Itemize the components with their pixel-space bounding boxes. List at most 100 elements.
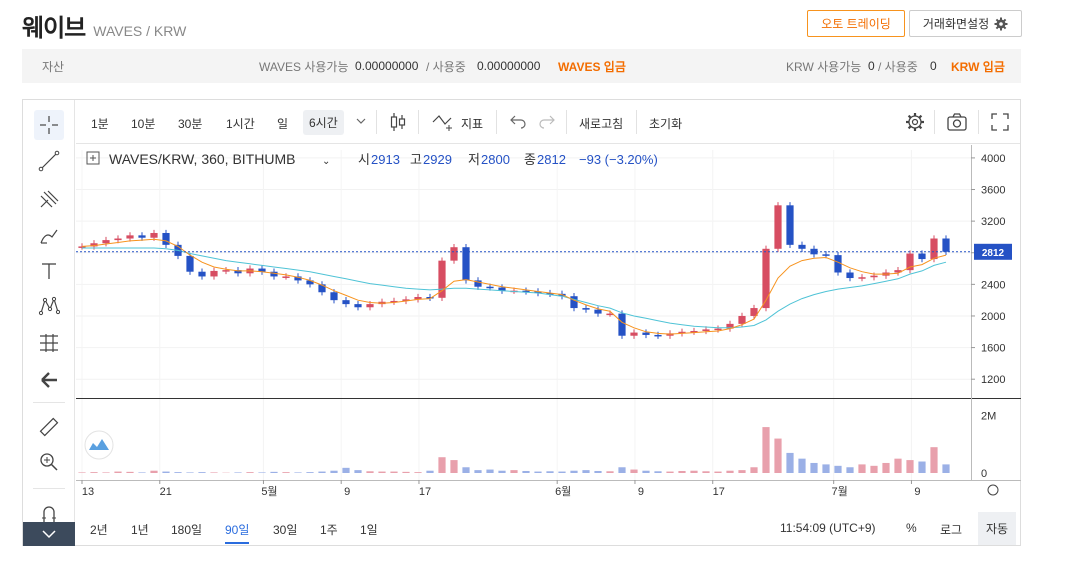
chevron-down-icon[interactable]	[356, 116, 366, 126]
zoom-tool[interactable]	[34, 447, 64, 477]
indicator-icon[interactable]	[431, 112, 457, 132]
sun-settings-icon[interactable]	[987, 484, 999, 496]
reset-button[interactable]: 초기화	[649, 117, 683, 131]
page-title: 웨이브	[22, 15, 86, 42]
price-axis[interactable]: 40003600320028002400200016001200	[971, 153, 1005, 386]
legend-high: 2929	[423, 152, 452, 167]
y-tick-label: 4000	[981, 153, 1005, 165]
range-2y[interactable]: 2년	[90, 523, 108, 537]
x-tick-label: 9	[344, 486, 350, 498]
range-1d[interactable]: 1일	[360, 523, 378, 537]
legend: WAVES/KRW, 360, BITHUMB ⌄ 시 2913 고 2929 …	[86, 151, 658, 167]
volume-bar	[462, 467, 470, 473]
trend-line-tool[interactable]	[34, 146, 64, 176]
magnet-tool[interactable]	[34, 498, 64, 528]
svg-text:2812: 2812	[982, 248, 1005, 259]
volume-bar	[594, 470, 602, 473]
volume-bar	[402, 471, 410, 473]
range-90d[interactable]: 90일	[225, 521, 250, 544]
asset-label: 자산	[42, 59, 65, 74]
settings-gear-icon[interactable]	[904, 111, 926, 133]
volume-bar	[330, 470, 338, 473]
fib-tool[interactable]	[34, 184, 64, 214]
candle-body	[114, 238, 122, 241]
range-180d[interactable]: 180일	[171, 523, 203, 537]
brush-tool[interactable]	[34, 221, 64, 251]
screen-settings-button[interactable]: 거래화면설정	[909, 10, 1022, 37]
candle-body	[822, 254, 830, 256]
volume-bar	[450, 460, 458, 473]
candle-body	[942, 238, 950, 252]
candle-body	[930, 238, 938, 260]
waves-deposit-link[interactable]: WAVES 입금	[558, 59, 626, 74]
volume-bar	[426, 470, 434, 473]
indicator-button[interactable]: 지표	[461, 117, 484, 131]
chevron-down-icon[interactable]: ⌄	[322, 156, 330, 167]
interval-1m[interactable]: 1분	[91, 117, 109, 131]
prediction-tool[interactable]	[34, 328, 64, 358]
volume-bar	[294, 472, 302, 473]
gear-icon	[994, 17, 1008, 30]
percent-toggle[interactable]: %	[906, 521, 917, 535]
volume-tick-label: 0	[981, 468, 987, 480]
auto-scale-toggle[interactable]: 자동	[978, 512, 1017, 545]
toolbar-collapse-button[interactable]	[23, 522, 75, 546]
candle-body	[858, 277, 866, 279]
cloud-badge[interactable]	[84, 430, 114, 460]
volume-bar	[822, 464, 830, 473]
fullscreen-icon[interactable]	[990, 112, 1010, 132]
candle-body	[438, 260, 446, 298]
refresh-button[interactable]: 새로고침	[579, 117, 624, 131]
interval-1h[interactable]: 1시간	[226, 117, 255, 131]
volume-bar	[666, 471, 674, 473]
legend-symbol[interactable]: WAVES/KRW, 360, BITHUMB	[109, 151, 295, 167]
pitchfork-icon	[40, 190, 59, 208]
redo-icon[interactable]	[538, 114, 556, 130]
volume-bar	[510, 470, 518, 473]
interval-30m[interactable]: 30분	[178, 117, 203, 131]
text-tool[interactable]	[34, 256, 64, 286]
interval-10m[interactable]: 10분	[131, 117, 156, 131]
back-tool[interactable]	[34, 365, 64, 395]
crosshair-tool[interactable]	[34, 110, 64, 140]
x-tick-label: 6월	[555, 485, 571, 498]
undo-icon[interactable]	[509, 114, 527, 130]
interval-1d[interactable]: 일	[277, 117, 289, 131]
volume-bar	[246, 472, 254, 473]
candle-body	[846, 272, 854, 279]
range-1y[interactable]: 1년	[131, 523, 149, 537]
volume-bar	[150, 470, 158, 473]
volume-bar	[282, 472, 290, 473]
y-tick-label: 2000	[981, 311, 1005, 323]
volume-bar	[750, 467, 758, 473]
volume-bar	[90, 472, 98, 473]
candle-body	[318, 284, 326, 293]
x-tick-label: 17	[419, 486, 431, 498]
time-axis[interactable]: 13 21 5월 9 17 6월 9 17 7월 9	[81, 480, 921, 498]
camera-icon[interactable]	[946, 112, 968, 132]
x-tick-label: 17	[713, 486, 725, 498]
volume-bar	[198, 472, 206, 473]
candlestick-icon[interactable]	[388, 111, 408, 133]
toolbar-separator	[566, 110, 567, 134]
waves-available-label: WAVES 사용가능	[259, 59, 349, 74]
ruler-tool[interactable]	[34, 412, 64, 442]
range-30d[interactable]: 30일	[273, 523, 298, 537]
candle-body	[594, 309, 602, 314]
candle-body	[750, 308, 758, 316]
interval-6h[interactable]: 6시간	[303, 110, 344, 135]
krw-deposit-link[interactable]: KRW 입금	[951, 59, 1005, 74]
volume-bar	[210, 472, 218, 473]
pattern-tool[interactable]	[34, 291, 64, 321]
chart-bottom-bar: 2년 1년 180일 90일 30일 1주 1일 11:54:09 (UTC+9…	[76, 512, 1020, 546]
price-chart[interactable]: 4000 3600 3200 2800 2400 2000 1600 1200 2M 0 13 2…	[76, 145, 1021, 512]
legend-expand-icon[interactable]	[86, 151, 100, 165]
volume-bar	[342, 467, 350, 473]
candle-body	[798, 244, 806, 249]
range-1w[interactable]: 1주	[320, 523, 338, 537]
waves-inuse-value: 0.00000000	[477, 59, 541, 73]
candle-body	[234, 270, 242, 274]
candle-body	[786, 205, 794, 245]
auto-trading-button[interactable]: 오토 트레이딩	[807, 10, 905, 37]
log-toggle[interactable]: 로그	[940, 523, 963, 537]
